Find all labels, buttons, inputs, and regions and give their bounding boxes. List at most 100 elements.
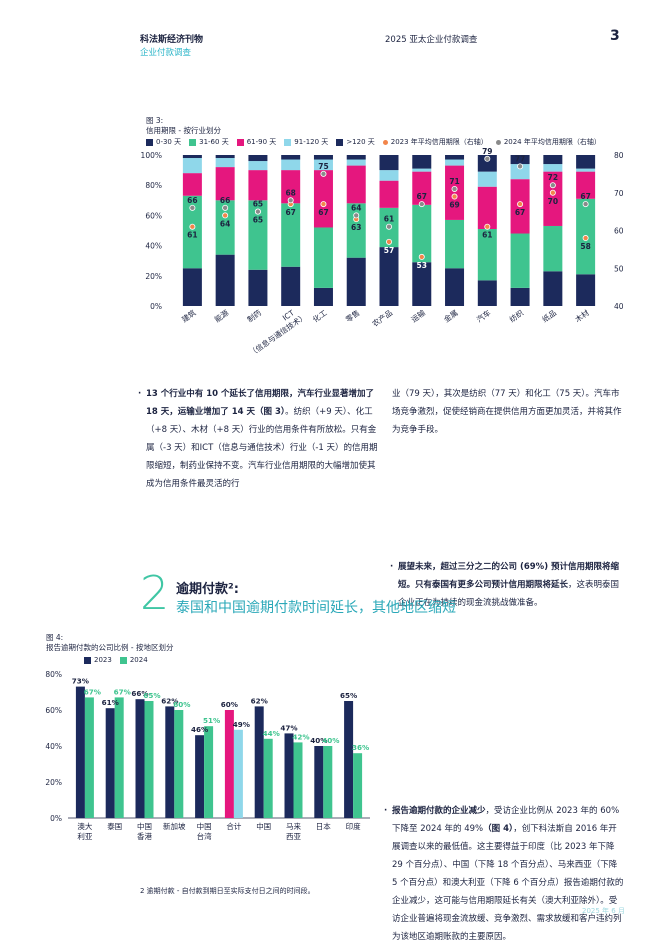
bar-2024	[174, 710, 184, 818]
bar-2024	[204, 726, 214, 818]
avg-2023-dot	[418, 253, 425, 260]
y-tick-label: 40%	[45, 742, 62, 751]
avg-2024-dot	[189, 204, 196, 211]
publication-brand: 科法斯经济刊物	[140, 35, 204, 45]
bar-segment	[477, 280, 497, 306]
bar-segment	[182, 173, 202, 196]
bar-segment	[281, 203, 301, 267]
y-tick-label: 0%	[50, 814, 62, 823]
y-tick-label: 0%	[150, 302, 162, 311]
category-label: 能源	[212, 307, 230, 324]
y-tick-label: 60%	[45, 706, 62, 715]
bar-segment	[510, 164, 530, 180]
bar-segment	[281, 266, 301, 306]
data-label-2023: 62%	[161, 696, 178, 705]
category-label: 中国	[137, 821, 152, 831]
bar-segment	[281, 159, 301, 171]
bar-2023	[105, 708, 115, 818]
avg-label-lower: 70	[548, 197, 558, 206]
category-label: 零售	[343, 307, 361, 324]
category-label: 汽车	[474, 307, 492, 324]
bar-segment	[313, 155, 333, 160]
avg-2024-dot	[222, 204, 229, 211]
bar-segment	[182, 195, 202, 269]
report-title: 2025 亚太企业付款调查	[385, 35, 478, 45]
bar-segment	[510, 287, 530, 306]
bar-segment	[477, 171, 497, 187]
data-label-2023: 61%	[102, 698, 119, 707]
category-label-line: 化工	[311, 307, 329, 324]
avg-2023-dot	[582, 235, 589, 242]
bar-segment	[248, 155, 268, 162]
legend-label: 2023	[94, 656, 112, 664]
data-label-2024: 36%	[352, 743, 369, 752]
avg-label-upper: 75	[318, 162, 328, 171]
avg-label-upper: 68	[285, 188, 295, 197]
text2-bold: 展望未来，超过三分之二的公司 (69%) 预计信用期限将缩短。只有泰国有更多公司…	[398, 562, 620, 590]
fig3-caption: 信用期限 - 按行业划分	[146, 126, 221, 135]
y-tick-label: 80%	[45, 670, 62, 679]
bar-segment	[215, 167, 235, 201]
category-label: 澳大	[77, 821, 92, 831]
bar-segment	[215, 200, 235, 255]
legend-item-6: 2024 年平均信用期限（右轴）	[495, 137, 601, 147]
avg-label-lower: 61	[482, 231, 492, 240]
fig3-legend: 0-30 天 31-60 天 61-90 天 91-120 天 >120 天 2023 年…	[146, 137, 609, 147]
legend-swatch	[84, 656, 91, 664]
legend-item-1: 31-60 天	[189, 137, 229, 147]
avg-label-upper: 79	[482, 147, 492, 156]
category-label-line: 纸品	[540, 307, 558, 324]
legend-item-0: 0-30 天	[146, 137, 181, 147]
bar-segment	[477, 155, 497, 172]
data-label-2024: 40%	[322, 736, 339, 745]
avg-label-upper: 77	[515, 154, 525, 163]
avg-2023-dot	[189, 223, 196, 230]
text2-paragraph: 展望未来，超过三分之二的公司 (69%) 预计信用期限将缩短。只有泰国有更多公司…	[390, 558, 624, 612]
fig4-label: 图 4: 报告逾期付款的公司比例 - 按地区划分	[46, 633, 173, 653]
late-payment-figref: （图 4）	[483, 824, 514, 834]
bar-segment	[510, 155, 530, 165]
bar-segment	[576, 155, 596, 169]
category-label: 运输	[409, 307, 427, 324]
fig3-number: 图 3:	[146, 116, 164, 125]
legend-label: 0-30 天	[156, 138, 182, 146]
category-label: 泰国	[107, 821, 122, 831]
data-label-2024: 51%	[203, 716, 220, 725]
legend-item-3: 91-120 天	[284, 137, 328, 147]
data-label-2024: 49%	[233, 720, 250, 729]
avg-2024-dot	[484, 155, 491, 162]
y-tick-label: 20%	[145, 272, 162, 281]
bar-segment	[412, 168, 432, 172]
category-label: 纸品	[540, 307, 558, 324]
bar-segment	[445, 219, 465, 269]
category-label: 西亚	[286, 832, 301, 841]
avg-label-upper: 67	[417, 192, 427, 201]
bar-2023	[284, 733, 294, 818]
bar-segment	[543, 155, 563, 165]
legend-swatch	[495, 139, 501, 145]
avg-2024-dot	[254, 208, 261, 215]
bar-segment	[576, 168, 596, 172]
bar-segment	[313, 170, 333, 228]
bar-2024	[144, 701, 154, 818]
bar-segment	[379, 180, 399, 208]
category-label: 台湾	[197, 831, 212, 841]
text1-rest: 。纺织（+9 天）、化工（+8 天）、木材（+8 天）行业的信用条件有所放松。只…	[146, 407, 378, 489]
bar-2024	[293, 742, 303, 818]
avg-label-lower: 57	[384, 246, 394, 255]
bar-2023	[75, 686, 85, 818]
avg-label-upper: 67	[580, 192, 590, 201]
avg-2024-dot	[353, 212, 360, 219]
category-label-line: 汽车	[474, 307, 492, 324]
category-label: 化工	[311, 307, 329, 324]
footnote: 2 逾期付款 - 自付款到期日至实际支付日之间的时间段。	[140, 887, 315, 895]
bar-segment	[412, 204, 432, 263]
bar-segment	[445, 159, 465, 166]
section-title: 逾期付款²:	[176, 582, 239, 597]
y2-tick-label: 60	[614, 227, 624, 236]
y-tick-label: 40%	[145, 242, 162, 251]
data-label-2024: 60%	[173, 700, 190, 709]
bar-segment	[346, 159, 366, 166]
legend-label: 31-60 天	[199, 138, 229, 146]
text1-paragraph: 13 个行业中有 10 个延长了信用期限，汽车行业显著增加了 18 天，运输业增…	[138, 385, 378, 493]
